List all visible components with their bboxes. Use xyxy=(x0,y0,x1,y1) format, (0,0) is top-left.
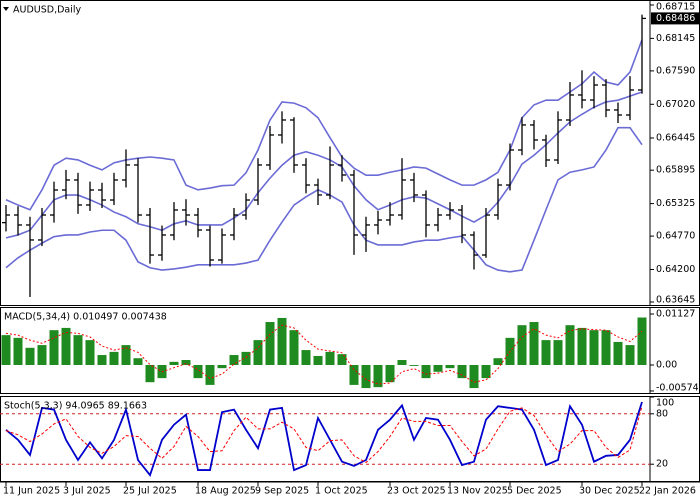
histogram-bar xyxy=(265,322,275,365)
y-tick-label: 20 xyxy=(656,459,668,470)
histogram-bar xyxy=(169,361,179,365)
histogram-bar xyxy=(469,364,479,389)
x-tick-label: 3 Jul 2025 xyxy=(63,486,111,497)
histogram-bar xyxy=(373,364,383,388)
x-tick-label: 22 Jan 2026 xyxy=(639,486,696,497)
panel-title: Stoch(5,3,3) 94.0965 89.1663 xyxy=(4,401,147,412)
histogram-bar xyxy=(217,364,227,369)
histogram-bar xyxy=(145,364,155,383)
histogram-bar xyxy=(193,364,203,379)
y-tick-label: -0.005743 xyxy=(656,383,700,394)
histogram-bar xyxy=(49,330,59,365)
histogram-bar xyxy=(133,358,143,365)
x-tick-label: 5 Dec 2025 xyxy=(507,486,562,497)
y-tick-label: 0.65325 xyxy=(656,198,695,209)
histogram-bar xyxy=(421,364,431,379)
y-tick-label: 100 xyxy=(656,398,674,409)
histogram-bar xyxy=(457,364,467,379)
histogram-bar xyxy=(589,330,599,365)
oscillator-line xyxy=(5,401,643,477)
oscillator-line xyxy=(5,405,643,464)
histogram-bar xyxy=(601,330,611,365)
panel-title: MACD(5,34,4) 0.010497 0.007438 xyxy=(4,312,167,323)
price-tag-label: 0.68486 xyxy=(656,13,695,24)
histogram-bar xyxy=(517,325,527,365)
histogram-bar xyxy=(409,364,419,366)
histogram-bar xyxy=(397,360,407,365)
histogram-bar xyxy=(241,351,251,365)
histogram-bar xyxy=(121,345,131,365)
histogram-bar xyxy=(433,364,443,372)
x-tick-label: 13 Nov 2025 xyxy=(447,486,508,497)
histogram-bar xyxy=(253,340,263,365)
histogram-bar xyxy=(385,364,395,383)
histogram-bar xyxy=(313,355,323,365)
histogram-bar xyxy=(481,364,491,379)
histogram-bar xyxy=(565,325,575,365)
histogram-bar xyxy=(541,340,551,365)
y-tick-label: 0.01127 xyxy=(656,309,695,320)
y-tick-label: 0.64770 xyxy=(656,231,695,242)
x-tick-label: 23 Oct 2025 xyxy=(387,486,446,497)
x-tick-label: 9 Sep 2025 xyxy=(255,486,309,497)
y-tick-label: 0.68145 xyxy=(656,33,695,44)
histogram-bar xyxy=(61,327,71,365)
histogram-bar xyxy=(25,347,35,365)
x-tick-label: 18 Aug 2025 xyxy=(195,486,256,497)
y-tick-label: 0.65895 xyxy=(656,165,695,176)
histogram-bar xyxy=(229,355,239,365)
panel-title: AUDUSD,Daily xyxy=(13,5,82,16)
histogram-bar xyxy=(553,340,563,365)
histogram-bar xyxy=(625,345,635,365)
histogram-bar xyxy=(445,364,455,369)
bollinger-band xyxy=(5,39,643,211)
menu-triangle xyxy=(3,7,9,11)
y-tick-label: 0.00 xyxy=(656,359,677,370)
x-tick-label: 30 Dec 2025 xyxy=(579,486,640,497)
y-tick-label: 0.67020 xyxy=(656,99,695,110)
histogram-bar xyxy=(97,355,107,365)
histogram-bar xyxy=(13,337,23,365)
histogram-bar xyxy=(73,335,83,365)
histogram-bar xyxy=(301,350,311,365)
y-tick-label: 80 xyxy=(656,408,668,419)
histogram-bar xyxy=(361,364,371,389)
histogram-bar xyxy=(181,360,191,365)
histogram-bar xyxy=(613,341,623,365)
histogram-bar xyxy=(277,317,287,365)
histogram-bar xyxy=(37,345,47,365)
y-tick-label: 0.68715 xyxy=(656,2,695,13)
y-tick-label: 0.64200 xyxy=(656,264,695,275)
y-tick-label: 0.66445 xyxy=(656,132,695,143)
histogram-bar xyxy=(337,354,347,365)
histogram-bar xyxy=(325,351,335,365)
y-tick-label: 0.63645 xyxy=(656,295,695,306)
histogram-bar xyxy=(289,330,299,365)
x-tick-label: 1 Oct 2025 xyxy=(315,486,368,497)
histogram-bar xyxy=(493,358,503,365)
bollinger-band xyxy=(5,126,643,273)
price-tag xyxy=(651,12,699,25)
signal-line xyxy=(5,324,643,385)
histogram-bar xyxy=(109,351,119,365)
histogram-bar xyxy=(637,317,647,365)
x-tick-label: 25 Jul 2025 xyxy=(123,486,177,497)
histogram-bar xyxy=(85,340,95,365)
histogram-bar xyxy=(349,364,359,385)
x-tick-label: 11 Jun 2025 xyxy=(3,486,60,497)
bollinger-band xyxy=(5,91,643,239)
histogram-bar xyxy=(577,327,587,365)
histogram-bar xyxy=(205,364,215,385)
histogram-bar xyxy=(529,322,539,365)
y-tick-label: 0.67590 xyxy=(656,65,695,76)
histogram-bar xyxy=(1,335,11,365)
